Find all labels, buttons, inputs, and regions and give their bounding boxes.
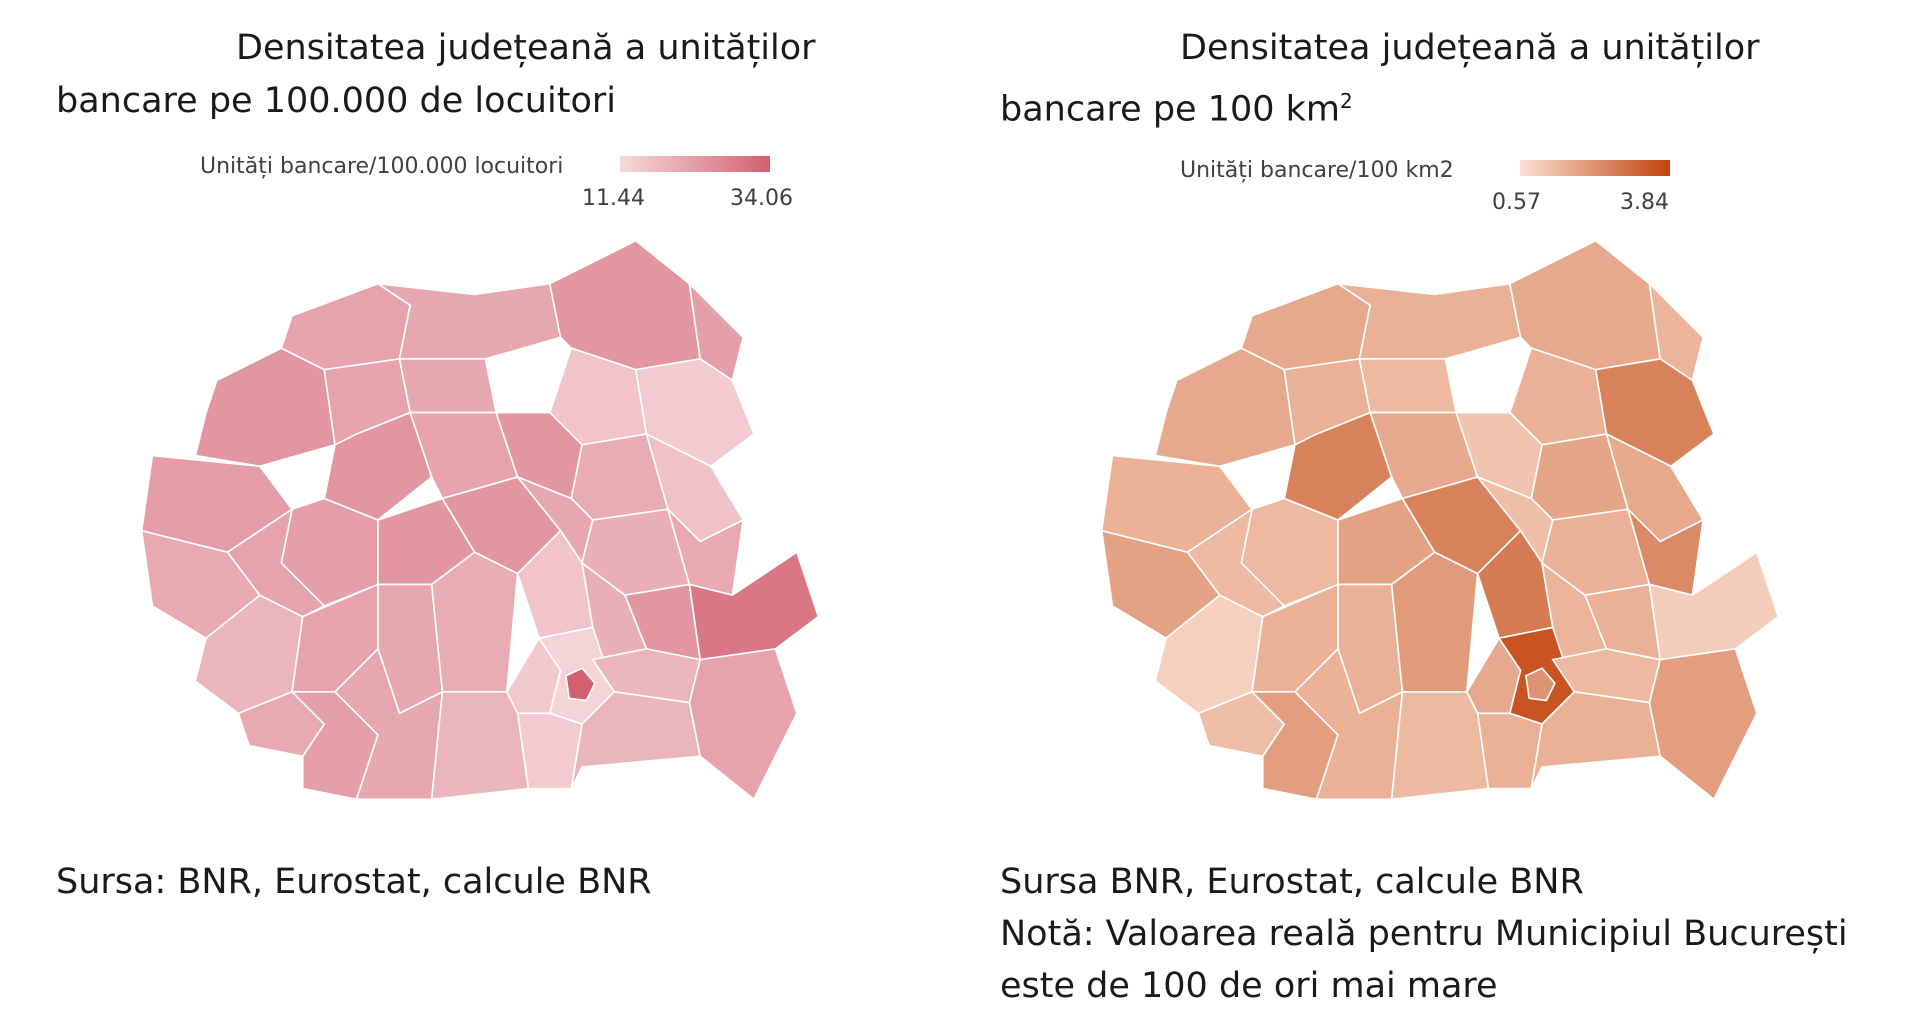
romania-county-map-area <box>1020 230 1860 810</box>
county-map-svg <box>1100 239 1780 801</box>
county-ag <box>430 551 519 693</box>
county-hd <box>226 507 326 618</box>
map-panel-area: Densitatea județeană a unităților bancar… <box>960 0 1920 1021</box>
legend-min: 0.57 <box>1492 190 1541 215</box>
county-bn <box>1358 358 1458 414</box>
county-gl <box>1626 506 1705 597</box>
county-mm <box>1337 282 1522 360</box>
county-tr <box>430 691 530 801</box>
county-ct <box>688 647 798 801</box>
note-line-1: Notă: Valoarea reală pentru Municipiul B… <box>1000 914 1848 954</box>
source-line: Sursa BNR, Eurostat, calcule BNR <box>1000 862 1584 902</box>
legend-max: 34.06 <box>730 186 793 211</box>
legend-color-bar <box>1520 160 1670 176</box>
county-bh <box>1154 347 1296 468</box>
county-hd <box>1186 507 1286 618</box>
county-bh <box>194 347 336 468</box>
legend-label: Unități bancare/100 km2 <box>1180 158 1454 183</box>
county-gl <box>666 506 745 597</box>
map-title-population: Densitatea județeană a unităților bancar… <box>56 28 816 121</box>
source-and-note: Sursa BNR, Eurostat, calcule BNR Notă: V… <box>1000 856 1880 1012</box>
title-text: Densitatea județeană a unităților bancar… <box>1000 28 1760 130</box>
county-map-svg <box>140 239 820 801</box>
romania-county-map-population <box>60 230 900 810</box>
legend-color-bar <box>620 156 770 172</box>
note-line-2: este de 100 de ori mai mare <box>1000 966 1498 1006</box>
map-title-area: Densitatea județeană a unităților bancar… <box>1000 22 1910 137</box>
title-superscript: 2 <box>1340 89 1353 113</box>
county-sm <box>280 282 412 371</box>
source-note: Sursa: BNR, Eurostat, calcule BNR <box>56 862 652 902</box>
county-b <box>1525 667 1556 702</box>
county-ct <box>1648 647 1758 801</box>
county-mm <box>377 282 562 360</box>
county-sm <box>1240 282 1372 371</box>
legend-min: 11.44 <box>582 186 645 211</box>
county-bn <box>398 358 498 414</box>
county-b <box>565 667 596 702</box>
map-panel-population: Densitatea județeană a unităților bancar… <box>56 28 900 902</box>
county-ot <box>333 647 444 801</box>
county-tr <box>1390 691 1490 801</box>
county-ot <box>1293 647 1404 801</box>
legend-label: Unități bancare/100.000 locuitori <box>200 154 564 179</box>
county-ag <box>1390 551 1479 693</box>
legend-max: 3.84 <box>1620 190 1669 215</box>
